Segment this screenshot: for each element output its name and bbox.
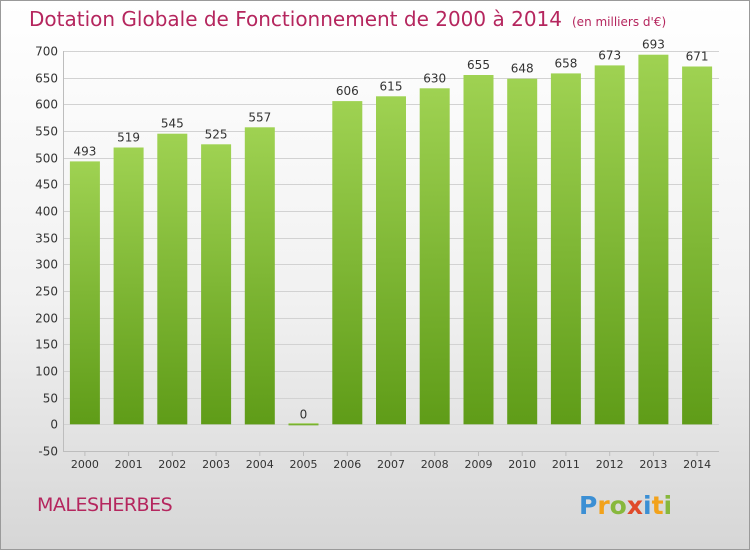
x-tick-label: 2002: [158, 458, 186, 471]
bar: [288, 423, 319, 426]
data-label: 630: [423, 71, 446, 85]
y-tick-label: 650: [35, 72, 58, 86]
data-label: 493: [73, 144, 96, 158]
x-tick-label: 2000: [71, 458, 99, 471]
y-tick-label: 450: [35, 178, 58, 192]
x-tick-label: 2014: [683, 458, 711, 471]
y-tick-label: 700: [35, 45, 58, 59]
logo-letter: o: [609, 491, 627, 520]
label-layer: 493 519 545 525 557 0 606 615 630 655 648 658 673 693…: [73, 38, 708, 422]
y-tick-label: 300: [35, 258, 58, 272]
data-label: 648: [511, 62, 534, 76]
x-tick-label: 2005: [290, 458, 318, 471]
bar: [682, 66, 713, 425]
logo-letter: r: [597, 491, 610, 520]
logo-letter: i: [663, 491, 673, 520]
logo-letter: i: [643, 491, 652, 520]
y-tick-label: 350: [35, 232, 58, 246]
x-tick-label: 2012: [596, 458, 624, 471]
y-tick-label: 500: [35, 152, 58, 166]
logo-letter: x: [626, 491, 643, 520]
y-tick-label: 50: [43, 392, 58, 406]
bar: [201, 144, 232, 425]
chart-unit-text: (en milliers d'€): [572, 15, 667, 29]
proxiti-logo: Proxiti: [579, 491, 672, 520]
bar: [507, 78, 538, 425]
bar: [419, 88, 450, 425]
bar: [463, 75, 494, 425]
data-label: 545: [161, 117, 184, 131]
bar: [376, 96, 406, 425]
bar: [157, 133, 188, 425]
data-label: 671: [686, 50, 709, 64]
x-tick-label: 2009: [465, 458, 493, 471]
y-tick-label: 550: [35, 125, 58, 139]
chart-title-text: Dotation Globale de Fonctionnement de 20…: [29, 7, 562, 31]
bar-layer: [69, 54, 713, 426]
data-label: 658: [554, 56, 577, 70]
y-tick-label: 400: [35, 205, 58, 219]
x-tick-label: 2010: [508, 458, 536, 471]
x-tick-label: 2007: [377, 458, 405, 471]
y-tick-label: 150: [35, 338, 58, 352]
x-tick-label: 2013: [639, 458, 667, 471]
data-label: 557: [248, 110, 271, 124]
y-tick-label: 100: [35, 365, 58, 379]
bar: [594, 65, 625, 425]
data-label: 615: [380, 79, 403, 93]
logo-letter: P: [579, 491, 598, 520]
x-tick-label: 2011: [552, 458, 580, 471]
bar: [550, 73, 581, 425]
y-tick-label: -50: [38, 445, 58, 459]
bar: [69, 161, 100, 425]
x-tick-label: 2004: [246, 458, 274, 471]
x-tick-label: 2008: [421, 458, 449, 471]
data-label: 525: [205, 127, 228, 141]
data-label: 519: [117, 131, 140, 145]
x-tick-label: 2003: [202, 458, 230, 471]
bar: [332, 101, 363, 425]
y-tick-label: 200: [35, 312, 58, 326]
data-label: 606: [336, 84, 359, 98]
x-tick-label: 2006: [333, 458, 361, 471]
data-label: 0: [300, 407, 308, 421]
bar: [244, 127, 275, 425]
bar: [113, 147, 144, 425]
y-tick-label: 0: [50, 418, 58, 432]
data-label: 673: [598, 48, 621, 62]
data-label: 693: [642, 38, 665, 52]
bar: [638, 54, 669, 425]
logo-letter: t: [651, 491, 664, 520]
y-tick-label: 250: [35, 285, 58, 299]
axis-layer: -50 0 50 100 150 200 250 300 350 400 450 500 550 600 6…: [35, 45, 719, 471]
data-label: 655: [467, 58, 490, 72]
city-name: MALESHERBES: [37, 494, 173, 516]
chart-title: Dotation Globale de Fonctionnement de 20…: [29, 7, 666, 31]
y-tick-label: 600: [35, 98, 58, 112]
x-tick-label: 2001: [115, 458, 143, 471]
